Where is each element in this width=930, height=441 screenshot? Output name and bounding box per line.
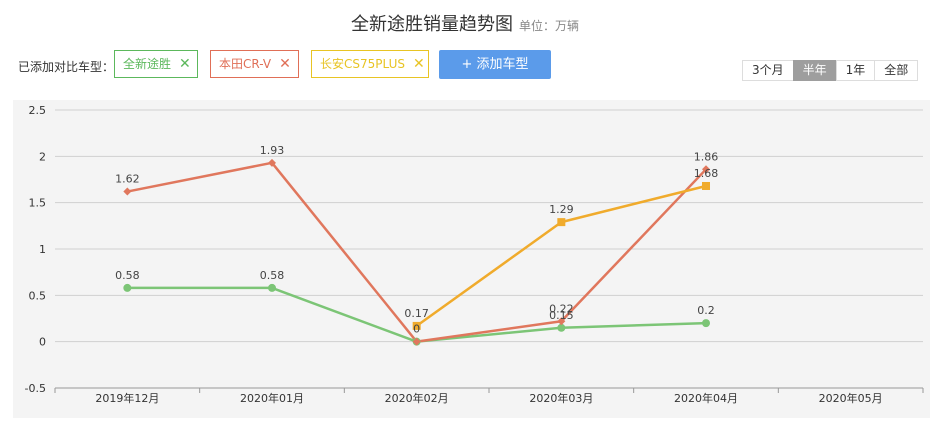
x-tick-label: 2020年05月 — [819, 391, 883, 405]
compare-tag-tucson[interactable]: 全新途胜 ✕ — [114, 50, 198, 78]
plot-background — [13, 100, 930, 418]
x-tick-label: 2019年12月 — [95, 391, 159, 405]
add-model-button[interactable]: + 添加车型 — [439, 50, 551, 79]
unit-label: 单位：万辆 — [518, 19, 579, 33]
data-point — [123, 187, 132, 196]
time-range-selector: 3个月 半年 1年 全部 — [742, 60, 919, 81]
data-point — [123, 283, 132, 292]
data-label: 1.68 — [694, 167, 719, 180]
y-tick-label: -0.5 — [25, 382, 46, 395]
x-tick-label: 2020年03月 — [529, 391, 593, 405]
y-tick-label: 2.5 — [29, 104, 47, 117]
range-1-year-button[interactable]: 1年 — [835, 60, 876, 81]
remove-icon[interactable]: ✕ — [179, 56, 191, 72]
y-tick-label: 1 — [39, 243, 46, 256]
data-point — [557, 317, 566, 326]
y-tick-label: 1.5 — [29, 197, 47, 210]
range-3-months-button[interactable]: 3个月 — [742, 60, 794, 81]
data-point — [702, 319, 710, 328]
data-point — [702, 165, 710, 174]
data-point — [557, 323, 566, 332]
x-tick-label: 2020年04月 — [674, 391, 738, 405]
compare-tag-label: 全新途胜 — [123, 57, 172, 71]
data-label: 0.22 — [549, 302, 574, 315]
compare-tag-label: 本田CR-V — [219, 57, 272, 71]
y-tick-label: 2 — [39, 150, 46, 163]
remove-icon[interactable]: ✕ — [279, 56, 291, 72]
x-tick-label: 2020年02月 — [385, 391, 449, 405]
data-label: 0.2 — [697, 304, 715, 317]
compare-tag-label: 长安CS75PLUS — [320, 57, 405, 71]
data-label: 0.58 — [260, 269, 285, 282]
data-point — [412, 337, 421, 346]
data-point — [412, 321, 421, 330]
data-point — [557, 218, 566, 227]
data-label: 0.17 — [404, 307, 429, 320]
data-point — [702, 181, 710, 190]
remove-icon[interactable]: ✕ — [413, 56, 425, 72]
data-label: 1.86 — [694, 150, 719, 163]
data-label: 0.58 — [115, 269, 140, 282]
compare-label: 已添加对比车型： — [18, 60, 115, 74]
data-label: 1.29 — [549, 203, 574, 216]
data-point — [268, 158, 276, 167]
data-label: 0.15 — [549, 309, 574, 322]
data-label: 1.93 — [260, 144, 285, 157]
range-half-year-button[interactable]: 半年 — [792, 60, 837, 81]
chart-title: 全新途胜销量趋势图 — [350, 14, 513, 35]
data-label: 0 — [413, 323, 420, 336]
range-all-button[interactable]: 全部 — [874, 60, 919, 81]
compare-tag-cs75plus[interactable]: 长安CS75PLUS ✕ — [311, 50, 429, 78]
chart-header: 全新途胜销量趋势图 单位：万辆 — [0, 10, 930, 36]
y-tick-label: 0.5 — [29, 289, 47, 302]
x-tick-label: 2020年01月 — [240, 391, 304, 405]
data-label: 1.62 — [115, 173, 140, 186]
y-tick-label: 0 — [39, 336, 46, 349]
compare-tag-crv[interactable]: 本田CR-V ✕ — [210, 50, 299, 78]
data-point — [268, 283, 276, 292]
